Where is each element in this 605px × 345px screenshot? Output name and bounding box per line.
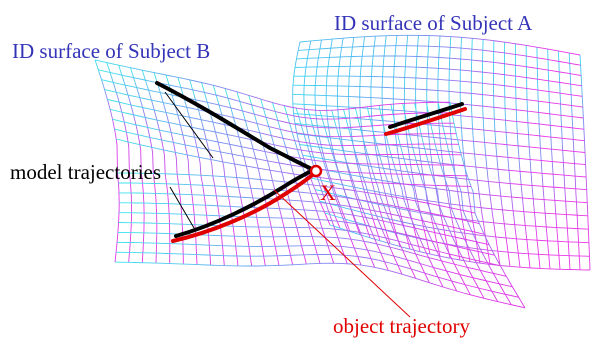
mesh-line [579, 54, 591, 271]
mesh-line [117, 241, 513, 288]
mesh-line [293, 113, 585, 142]
mesh-line [293, 75, 583, 97]
mesh-line [294, 65, 582, 87]
mesh-line [319, 200, 589, 244]
mesh-line [366, 106, 430, 283]
mesh-line [296, 133, 586, 166]
intersection-marker [309, 164, 323, 178]
mesh-line [298, 45, 581, 66]
mesh-line [104, 89, 457, 138]
mesh-line [296, 55, 582, 76]
mesh-line [118, 222, 501, 267]
mesh-line [119, 212, 495, 256]
mesh-line [114, 128, 468, 177]
mesh-line [299, 34, 581, 56]
mesh-line [294, 123, 586, 153]
leader-line-model-lower [169, 186, 195, 229]
subject-a-label: ID surface of Subject A [334, 11, 533, 35]
mesh-line [114, 261, 526, 309]
intersection-label: X [320, 180, 336, 205]
mesh-line [94, 59, 451, 111]
leader-line-model-upper [164, 91, 214, 159]
mesh-line [116, 138, 472, 187]
mesh-line [336, 38, 371, 238]
mesh-line [119, 192, 485, 235]
mesh-line [116, 251, 519, 298]
mesh-line [292, 103, 584, 130]
model-trajectory-upper-left [155, 81, 316, 172]
mesh-line [236, 91, 280, 266]
object-trajectory-curve-left [171, 170, 318, 243]
mesh-line [306, 166, 588, 204]
model-trajectories-label: model trajectories [10, 160, 161, 184]
object-trajectory-label: object trajectory [333, 314, 471, 338]
mesh-line [402, 103, 471, 296]
model-trajectory-right [388, 102, 464, 129]
mesh-line [310, 177, 588, 217]
mesh-line [329, 224, 591, 271]
mesh-line [119, 202, 490, 246]
model-trajectory-lower-left [174, 168, 315, 238]
mesh-line [109, 108, 462, 156]
mesh-line [292, 84, 583, 108]
mesh-line [390, 104, 458, 292]
mesh-line [117, 172, 476, 214]
mesh-line [189, 79, 225, 266]
object-trajectory-curve-right [384, 107, 467, 136]
mesh-line [107, 99, 459, 147]
subject-b-label: ID surface of Subject B [12, 39, 210, 63]
mesh-line [299, 143, 587, 178]
mesh-line [118, 182, 480, 225]
leader-line-object [273, 189, 411, 318]
